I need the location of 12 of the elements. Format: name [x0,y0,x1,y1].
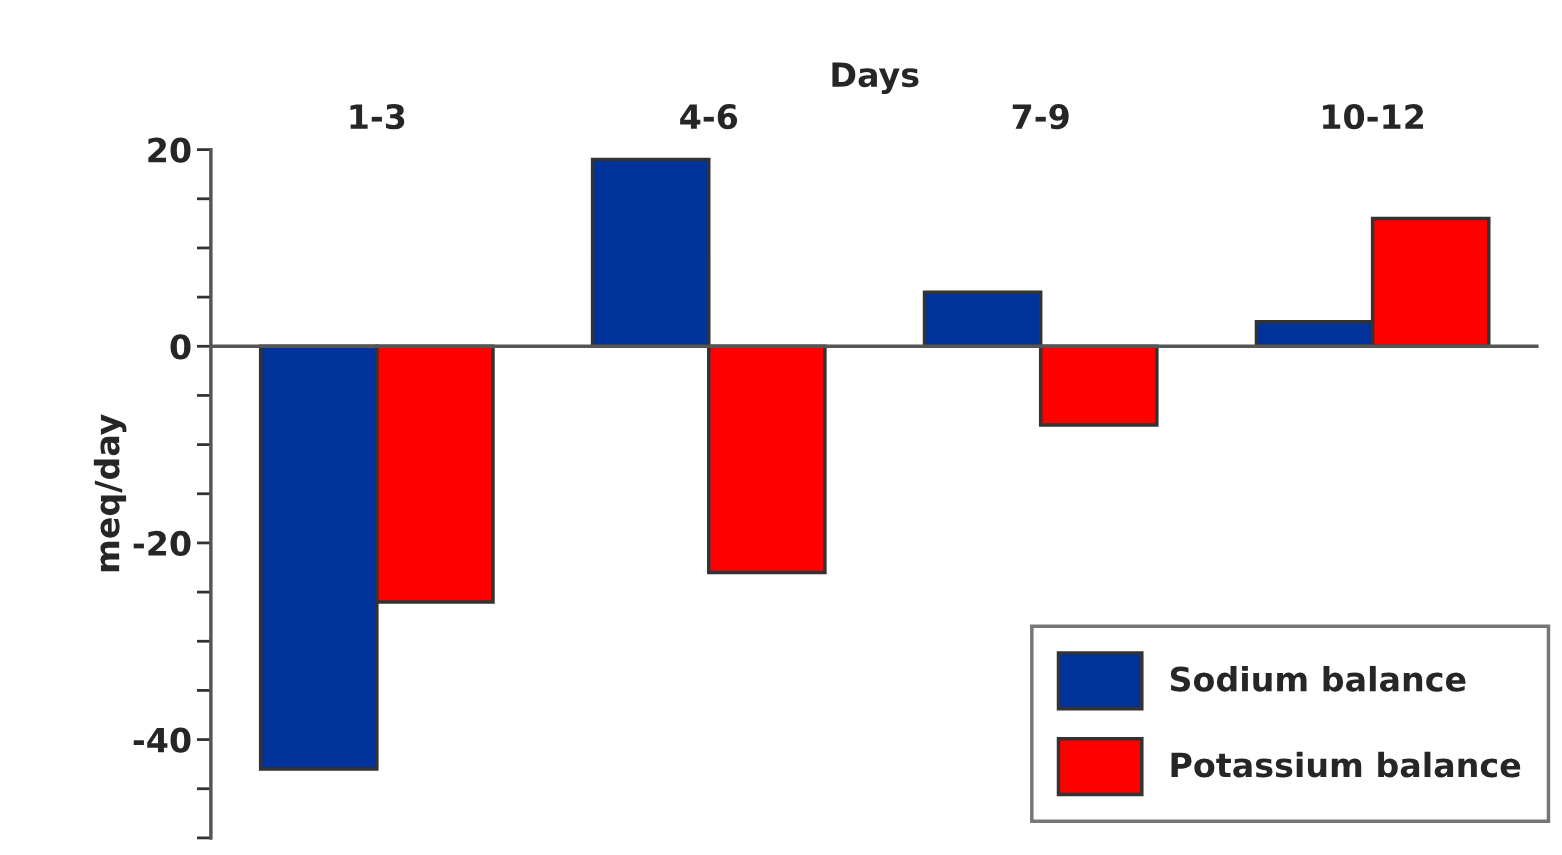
x-tick-label: 4-6 [680,104,738,130]
x-tick-label: 1-3 [350,104,405,130]
x-tick-label: 10-12 [1323,104,1424,130]
legend-label: Sodium balance [1170,665,1466,692]
y-tick-label: 0 [170,334,191,360]
y-tick-label: 20 [148,137,191,163]
y-axis-title: meq/day [93,414,127,572]
y-tick-label: -20 [133,530,191,557]
y-tick-label: -40 [133,727,191,753]
x-tick-label: 7-9 [1012,104,1069,130]
x-axis-title: Days [832,62,919,94]
legend-label: Potassium balance [1171,751,1521,778]
